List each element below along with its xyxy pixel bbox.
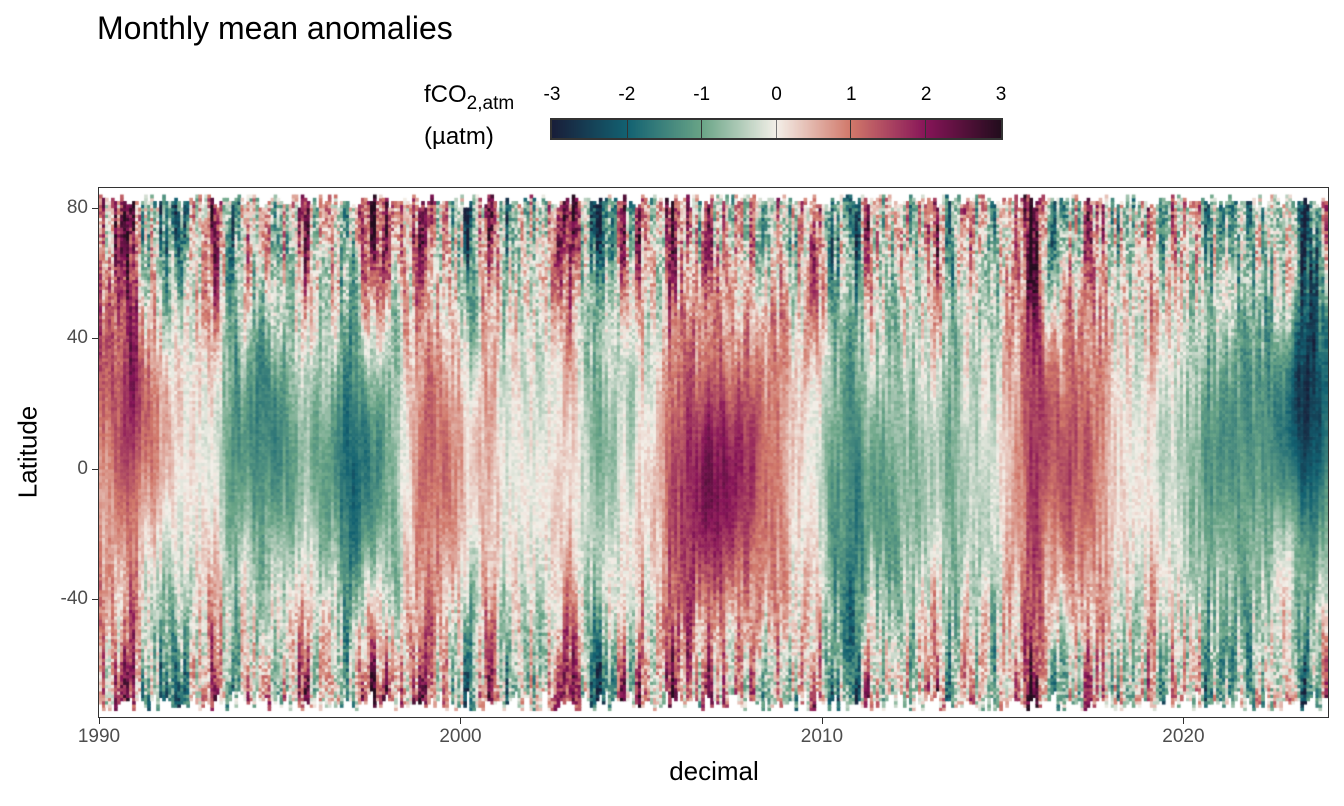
y-tick (92, 207, 98, 209)
heatmap (99, 188, 1328, 717)
y-tick-label: 0 (77, 457, 88, 479)
colorbar-tick (701, 120, 702, 138)
legend-title-sub: 2,atm (466, 93, 515, 114)
chart-title: Monthly mean anomalies (97, 10, 453, 46)
y-tick (92, 468, 98, 470)
colorbar (550, 118, 1003, 140)
y-tick-label: 80 (66, 196, 88, 218)
colorbar-tick (626, 120, 628, 138)
x-axis-title: decimal (669, 756, 759, 786)
legend-tick-label: -2 (618, 84, 636, 105)
y-tick-label: 40 (66, 327, 88, 349)
colorbar-tick (775, 120, 777, 138)
legend-title-main: fCO (424, 81, 467, 108)
x-tick-label: 2000 (439, 726, 482, 747)
legend-title-unit: (µatm) (424, 123, 494, 150)
legend-title: fCO2,atm (µatm) (424, 78, 514, 153)
x-tick (460, 718, 462, 724)
y-tick (92, 338, 98, 340)
legend-tick-label: 2 (920, 84, 932, 105)
legend-tick-label: 3 (995, 84, 1007, 105)
x-tick-label: 2020 (1162, 726, 1205, 747)
legend-tick-label: -3 (543, 84, 561, 105)
legend-tick-label: -1 (693, 84, 711, 105)
legend-tick-label: 0 (771, 84, 782, 105)
y-tick-label: -40 (60, 588, 88, 610)
y-tick (92, 599, 98, 601)
x-tick (99, 718, 100, 724)
x-tick (1183, 718, 1185, 724)
legend-tick-label: 1 (846, 84, 857, 105)
x-tick (821, 718, 823, 724)
colorbar-tick (924, 120, 926, 138)
colorbar-tick (850, 120, 851, 138)
y-axis-title: Latitude (12, 405, 43, 499)
x-tick-label: 1990 (77, 726, 121, 747)
plot-panel (98, 187, 1329, 718)
x-tick-label: 2010 (800, 726, 844, 747)
